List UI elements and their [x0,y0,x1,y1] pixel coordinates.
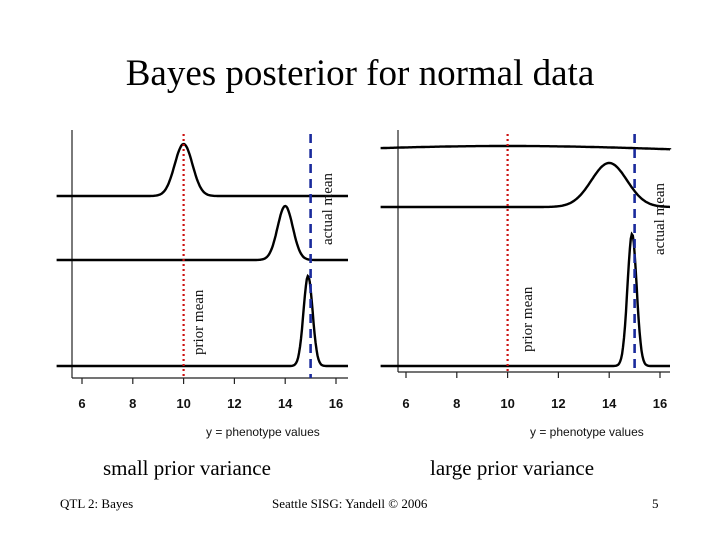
plot-frame [397,130,670,373]
actual-mean-label: actual mean [320,172,336,245]
prior-mean-label: prior mean [520,286,536,352]
x-tick-label-14: 14 [602,396,617,411]
x-axis-title: y = phenotype values [206,425,320,439]
x-tick-label-12: 12 [551,396,565,411]
density-panels [56,142,348,368]
x-tick-label-10: 10 [500,396,514,411]
footer-left: QTL 2: Bayes [60,496,134,511]
density-curve-2 [380,161,670,209]
reference-lines: prior mean actual mean [506,134,668,372]
footer-center: Seattle SISG: Yandell © 2006 [272,496,428,511]
density-curve-3 [56,273,348,368]
plot-frame [71,130,348,379]
density-panels [380,144,672,368]
x-tick-label-6: 6 [402,396,409,411]
x-tick-label-8: 8 [129,396,136,411]
right-caption: large prior variance [430,456,595,480]
density-curve-3 [380,231,670,368]
actual-mean-label: actual mean [652,182,668,255]
slide-title: Bayes posterior for normal data [125,53,595,94]
reference-lines: prior mean actual mean [182,134,336,378]
x-tick-label-16: 16 [653,396,667,411]
x-axis-title: y = phenotype values [530,425,644,439]
x-tick-label-10: 10 [176,396,190,411]
x-tick-label-8: 8 [453,396,460,411]
right-chart: prior mean actual mean 6 8 10 12 14 16 y = phe… [380,130,672,439]
x-tick-label-14: 14 [278,396,293,411]
left-chart: prior mean actual mean 6 8 10 12 14 16 y = phe… [56,130,348,439]
page-number: 5 [652,496,659,511]
x-tick-label-6: 6 [78,396,85,411]
density-curve-2 [56,204,348,262]
x-tick-label-16: 16 [329,396,343,411]
density-curve-1 [380,144,672,151]
left-caption: small prior variance [103,456,271,480]
x-axis-ticks: 6 8 10 12 14 16 [78,378,343,411]
density-curve-1 [56,142,348,198]
prior-mean-label: prior mean [191,289,207,355]
x-tick-label-12: 12 [227,396,241,411]
x-axis-ticks: 6 8 10 12 14 16 [402,372,667,411]
